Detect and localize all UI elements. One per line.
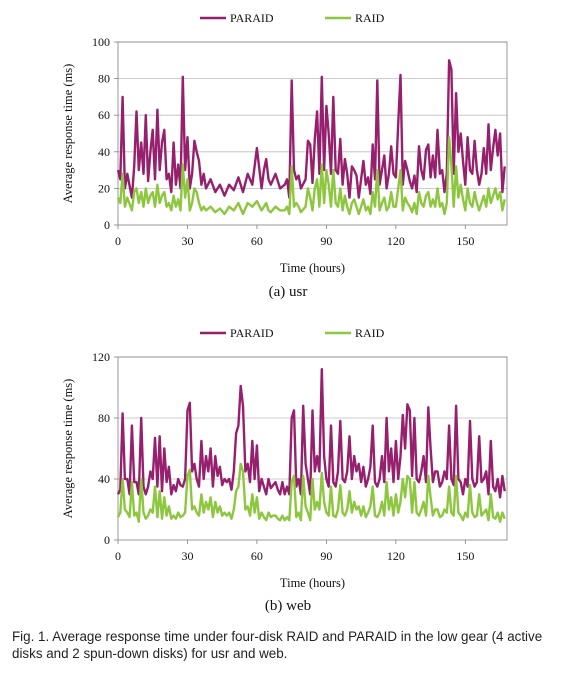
chart-web-x-tick-label: 0 <box>115 549 121 563</box>
subcaption-usr: (a) usr <box>268 284 308 300</box>
chart-usr-y-tick-label: 20 <box>98 181 110 195</box>
chart-usr-legend-label-raid: RAID <box>355 11 385 25</box>
chart-web-x-tick-label: 150 <box>456 549 474 563</box>
chart-web-series-raid <box>116 462 506 523</box>
chart-usr-series-raid <box>116 136 506 216</box>
chart-usr-x-tick-label: 30 <box>181 234 193 248</box>
chart-usr-plot-area <box>117 41 508 226</box>
chart-web-x-axis-label: Time (hours) <box>280 576 345 590</box>
chart-web-legend-label-paraid: PARAID <box>230 326 274 340</box>
chart-web-y-tick-label: 40 <box>98 472 110 486</box>
chart-usr: 0 20 40 60 80 100 0 30 60 90 120 150 Time (hours) Ave… <box>0 0 576 285</box>
chart-web-legend-label-raid: RAID <box>355 326 385 340</box>
chart-usr-y-tick-label: 80 <box>98 72 110 86</box>
chart-usr-y-tick-label: 60 <box>98 108 110 122</box>
chart-usr-y-axis-label: Average response time (ms) <box>61 64 75 204</box>
chart-web-x-tick-label: 30 <box>181 549 193 563</box>
chart-web-series-paraid <box>116 368 506 499</box>
chart-usr-svg: 0 20 40 60 80 100 0 30 60 90 120 150 Time (hours) Ave… <box>61 11 508 275</box>
chart-web-y-tick-label: 0 <box>104 533 110 547</box>
chart-web: 0 40 80 120 0 30 60 90 120 150 Time (hours) Average… <box>0 315 576 600</box>
chart-web-plot-area <box>117 356 508 541</box>
chart-usr-x-tick-label: 150 <box>456 234 474 248</box>
figure-caption: Fig. 1. Average response time under four… <box>12 629 543 661</box>
chart-web-y-axis-label: Average response time (ms) <box>61 379 75 519</box>
chart-usr-x-tick-label: 0 <box>115 234 121 248</box>
chart-usr-y-tick-label: 100 <box>92 35 110 49</box>
chart-web-y-tick-label: 120 <box>92 350 110 364</box>
chart-web-y-tick-label: 80 <box>98 411 110 425</box>
chart-web-x-tick-label: 60 <box>251 549 263 563</box>
chart-usr-x-tick-label: 90 <box>320 234 332 248</box>
chart-usr-x-tick-label: 120 <box>387 234 405 248</box>
chart-web-x-tick-label: 120 <box>387 549 405 563</box>
chart-usr-x-axis-label: Time (hours) <box>280 261 345 275</box>
chart-usr-y-tick-label: 40 <box>98 145 110 159</box>
chart-usr-y-tick-label: 0 <box>104 218 110 232</box>
subcaption-web: (b) web <box>264 598 312 614</box>
chart-web-x-tick-label: 90 <box>320 549 332 563</box>
chart-usr-x-tick-label: 60 <box>251 234 263 248</box>
chart-web-svg: 0 40 80 120 0 30 60 90 120 150 Time (hours) Average… <box>61 326 508 590</box>
chart-usr-legend-label-paraid: PARAID <box>230 11 274 25</box>
